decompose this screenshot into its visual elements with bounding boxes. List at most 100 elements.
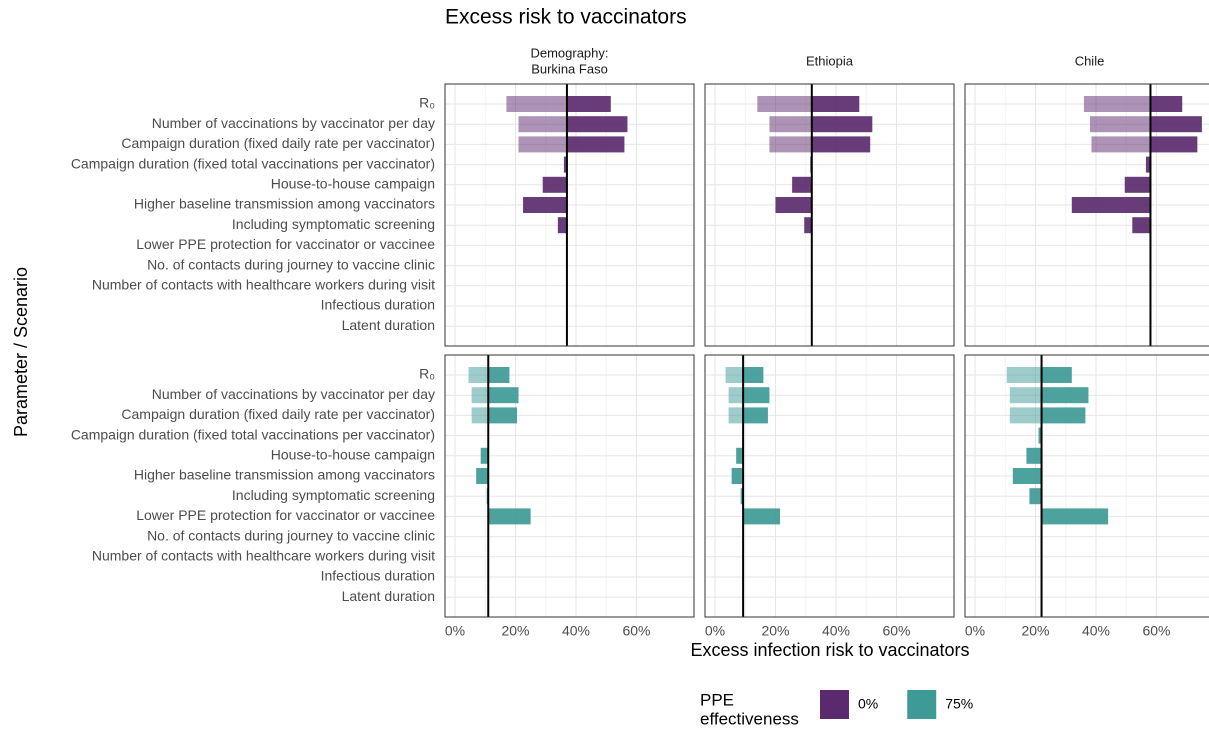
bar	[476, 468, 489, 484]
bar	[736, 447, 744, 464]
x-axis-label: Excess infection risk to vaccinators	[690, 640, 969, 660]
bar-light	[1006, 367, 1042, 383]
chart-title: Excess risk to vaccinators	[445, 6, 687, 29]
bar	[1150, 96, 1183, 112]
bar-light	[725, 367, 744, 383]
bar	[523, 197, 567, 213]
bar	[1145, 156, 1151, 173]
bar	[1012, 468, 1042, 484]
legend-label: 0%	[858, 696, 878, 712]
panel-border	[964, 354, 1209, 618]
bar	[743, 508, 781, 525]
panel-border	[704, 354, 955, 618]
x-tick-label: 20%	[761, 623, 789, 639]
legend-label: 75%	[945, 696, 973, 712]
bar	[1029, 488, 1042, 505]
bar-light	[518, 116, 567, 133]
bar	[811, 116, 873, 133]
bar-light	[1089, 116, 1151, 133]
y-axis-label: Parameter / Scenario	[11, 267, 31, 437]
bar	[743, 367, 764, 383]
x-tick-label: 60%	[622, 623, 650, 639]
bar	[811, 136, 871, 153]
bar-light	[506, 96, 567, 112]
facet-label: Chile	[1075, 53, 1105, 68]
y-tick-label: R₀	[419, 95, 435, 111]
bar	[566, 116, 628, 133]
bar	[1038, 427, 1042, 444]
panel-border	[964, 83, 1209, 347]
bar	[1026, 447, 1042, 464]
y-tick-label: Lower PPE protection for vaccinator or v…	[136, 507, 435, 523]
x-tick-label: 40%	[1082, 623, 1110, 639]
x-tick-label: 20%	[1021, 623, 1049, 639]
bar	[1071, 197, 1151, 213]
panel-border	[704, 83, 955, 347]
bar	[563, 156, 567, 173]
bar	[804, 217, 812, 234]
y-tick-label: Lower PPE protection for vaccinator or v…	[136, 236, 435, 252]
bar	[1124, 176, 1151, 193]
bar	[480, 447, 489, 464]
bar	[743, 407, 768, 424]
y-tick-label: Campaign duration (fixed total vaccinati…	[71, 155, 435, 171]
bar	[542, 176, 567, 193]
legend-key	[820, 690, 849, 719]
bar	[743, 387, 770, 404]
y-tick-label: Campaign duration (fixed daily rate per …	[121, 135, 435, 151]
bar	[488, 387, 519, 404]
bar-light	[1091, 136, 1151, 153]
bar	[1150, 136, 1198, 153]
x-tick-label: 40%	[562, 623, 590, 639]
bar-light	[1083, 96, 1151, 112]
y-tick-label: Higher baseline transmission among vacci…	[134, 196, 435, 212]
bar-light	[757, 96, 812, 112]
y-tick-label: Infectious duration	[321, 568, 435, 584]
facet-label: Ethiopia	[806, 53, 854, 68]
x-tick-label: 20%	[501, 623, 529, 639]
bar-light	[769, 136, 812, 153]
x-tick-label: 40%	[822, 623, 850, 639]
y-tick-label: Number of contacts with healthcare worke…	[92, 548, 435, 564]
bar	[1041, 508, 1109, 525]
y-tick-label: Latent duration	[342, 317, 435, 333]
bar	[557, 217, 567, 234]
bar-light	[769, 116, 812, 133]
x-tick-label: 60%	[1142, 623, 1170, 639]
y-tick-label: Campaign duration (fixed total vaccinati…	[71, 426, 435, 442]
bar	[1132, 217, 1151, 234]
bar-light	[471, 407, 489, 424]
bar	[1041, 387, 1089, 404]
y-tick-label: R₀	[419, 366, 435, 382]
y-tick-label: Campaign duration (fixed daily rate per …	[121, 406, 435, 422]
bar	[488, 508, 531, 525]
bar-light	[471, 387, 489, 404]
y-tick-label: Number of contacts with healthcare worke…	[92, 277, 435, 293]
bar	[775, 197, 812, 213]
panel-border	[444, 354, 695, 618]
x-tick-label: 60%	[882, 623, 910, 639]
legend-key	[907, 690, 937, 719]
x-tick-label: 0%	[965, 623, 985, 639]
y-tick-label: Number of vaccinations by vaccinator per…	[152, 115, 435, 131]
bar-light	[518, 136, 567, 153]
x-tick-label: 0%	[705, 623, 725, 639]
panel-border	[444, 83, 695, 347]
y-tick-label: House-to-house campaign	[271, 176, 435, 192]
y-tick-label: House-to-house campaign	[271, 447, 435, 463]
legend-title: PPE	[700, 690, 734, 709]
bar	[1041, 407, 1086, 424]
y-tick-label: Latent duration	[342, 588, 435, 604]
bar	[1150, 116, 1202, 133]
y-tick-label: Including symptomatic screening	[232, 216, 435, 232]
bar	[740, 488, 744, 505]
bar-light	[468, 367, 489, 383]
facet-label: Burkina Faso	[531, 61, 608, 76]
bar-light	[728, 407, 744, 424]
x-tick-label: 0%	[445, 623, 465, 639]
bar	[792, 176, 812, 193]
bar-light	[1009, 387, 1042, 404]
bar	[1041, 367, 1072, 383]
y-tick-label: Including symptomatic screening	[232, 487, 435, 503]
